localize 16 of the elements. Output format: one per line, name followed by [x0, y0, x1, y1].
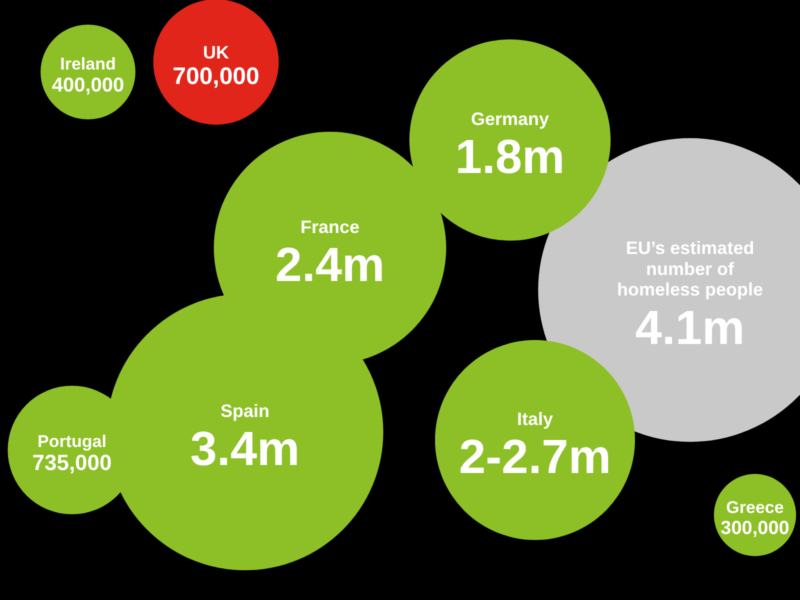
- data-label: 735,000: [32, 450, 112, 476]
- data-label: 3.4m: [190, 423, 300, 476]
- category-label: UK: [203, 42, 229, 62]
- category-label: Germany: [470, 108, 550, 129]
- category-label: Greece: [726, 498, 784, 518]
- category-label: Spain: [220, 400, 270, 421]
- data-label: 700,000: [172, 62, 260, 90]
- category-label: Portugal: [38, 432, 106, 451]
- data-label: 300,000: [720, 518, 790, 539]
- data-label: 400,000: [52, 74, 124, 96]
- category-label: France: [300, 216, 360, 237]
- data-label: 2.4m: [275, 239, 385, 292]
- category-label: Italy: [516, 408, 554, 429]
- data-label: 2-2.7m: [458, 431, 612, 484]
- category-label: Ireland: [60, 54, 116, 74]
- data-label: 1.8m: [455, 131, 565, 184]
